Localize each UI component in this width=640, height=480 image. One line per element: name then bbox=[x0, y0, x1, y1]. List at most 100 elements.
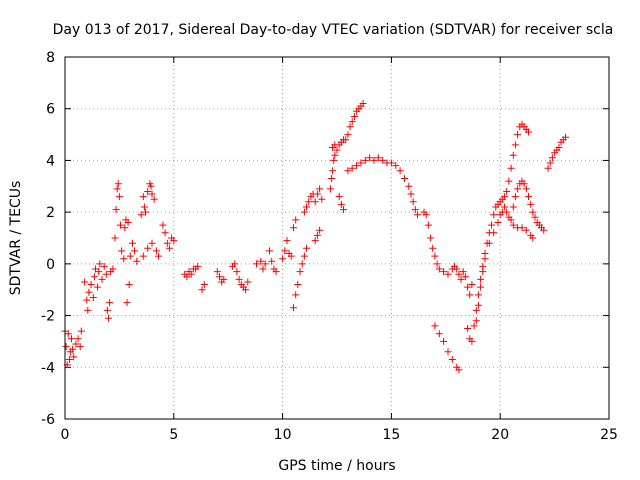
data-point bbox=[231, 260, 239, 268]
data-point bbox=[316, 226, 324, 234]
data-point bbox=[131, 247, 139, 255]
data-point bbox=[261, 260, 269, 268]
data-point bbox=[290, 304, 297, 312]
data-point bbox=[290, 224, 297, 232]
data-point bbox=[527, 200, 535, 208]
data-point bbox=[114, 180, 122, 188]
data-point bbox=[148, 190, 156, 198]
y-tick-label: 6 bbox=[46, 102, 55, 118]
data-point bbox=[511, 141, 519, 149]
data-point bbox=[242, 286, 250, 294]
data-point bbox=[129, 239, 136, 247]
data-point bbox=[147, 182, 155, 190]
data-point bbox=[89, 294, 97, 301]
data-point bbox=[468, 281, 476, 288]
y-axis-label: SDTVAR / TECUs bbox=[8, 181, 24, 296]
data-point bbox=[414, 211, 421, 219]
data-point bbox=[152, 247, 160, 255]
data-point bbox=[485, 239, 493, 247]
data-point bbox=[507, 216, 515, 224]
data-point bbox=[405, 182, 413, 190]
x-tick-label: 20 bbox=[491, 427, 509, 443]
data-point bbox=[133, 257, 141, 265]
data-point bbox=[337, 200, 345, 208]
data-point bbox=[464, 283, 472, 291]
data-point bbox=[194, 262, 202, 270]
data-point bbox=[155, 252, 163, 260]
data-point bbox=[163, 239, 171, 247]
data-point bbox=[259, 265, 267, 273]
data-point bbox=[170, 237, 178, 245]
y-tick-label: -4 bbox=[41, 360, 55, 376]
data-point bbox=[266, 247, 273, 255]
data-point bbox=[470, 322, 478, 330]
data-point bbox=[344, 167, 352, 175]
data-point bbox=[111, 234, 119, 242]
data-point bbox=[311, 198, 319, 206]
data-point bbox=[272, 268, 280, 276]
y-tick-label: -2 bbox=[41, 309, 55, 325]
data-point bbox=[344, 131, 352, 139]
data-point bbox=[72, 340, 80, 348]
data-point bbox=[300, 252, 308, 260]
data-point bbox=[562, 133, 569, 141]
data-point bbox=[300, 208, 308, 216]
data-point bbox=[69, 345, 77, 353]
data-point bbox=[70, 353, 78, 361]
data-point bbox=[90, 273, 98, 281]
data-points bbox=[61, 100, 569, 374]
data-point bbox=[105, 314, 112, 322]
data-point bbox=[340, 206, 347, 214]
data-point bbox=[501, 203, 509, 211]
data-point bbox=[124, 219, 132, 226]
data-point bbox=[474, 301, 482, 309]
data-point bbox=[313, 190, 321, 198]
data-point bbox=[392, 162, 400, 170]
data-point bbox=[148, 239, 156, 247]
data-point bbox=[102, 270, 110, 278]
data-point bbox=[305, 198, 313, 206]
data-point bbox=[346, 123, 354, 131]
data-point bbox=[294, 281, 302, 288]
data-point bbox=[311, 237, 319, 245]
data-point bbox=[540, 226, 548, 234]
data-point bbox=[466, 291, 474, 299]
data-point bbox=[83, 296, 91, 304]
data-point bbox=[126, 252, 134, 260]
data-point bbox=[429, 244, 437, 252]
data-point bbox=[477, 283, 485, 291]
data-point bbox=[472, 306, 480, 314]
y-tick-label: 2 bbox=[46, 205, 55, 221]
data-point bbox=[474, 291, 482, 299]
data-point bbox=[374, 154, 382, 162]
data-point bbox=[109, 265, 117, 273]
x-tick-label: 25 bbox=[600, 427, 618, 443]
data-point bbox=[459, 268, 467, 276]
data-point bbox=[409, 198, 417, 206]
data-point bbox=[411, 206, 419, 214]
data-point bbox=[479, 268, 487, 276]
data-point bbox=[150, 195, 158, 203]
data-point bbox=[509, 203, 517, 211]
data-point bbox=[165, 244, 173, 252]
data-point bbox=[198, 286, 206, 294]
plot-frame bbox=[64, 56, 610, 420]
data-point bbox=[200, 281, 208, 288]
data-point bbox=[361, 156, 369, 164]
data-point bbox=[125, 281, 133, 288]
data-point bbox=[187, 270, 195, 278]
x-tick-label: 15 bbox=[382, 427, 400, 443]
data-point bbox=[457, 275, 465, 283]
data-point bbox=[257, 257, 265, 265]
data-point bbox=[448, 356, 456, 363]
data-point bbox=[522, 226, 530, 234]
data-point bbox=[520, 180, 528, 188]
data-point bbox=[235, 275, 243, 283]
data-point bbox=[331, 151, 339, 159]
data-point bbox=[65, 356, 73, 363]
data-point bbox=[333, 146, 341, 154]
data-point bbox=[329, 167, 337, 175]
data-point bbox=[455, 270, 463, 278]
data-point bbox=[396, 167, 404, 175]
x-tick-label: 0 bbox=[61, 427, 70, 443]
